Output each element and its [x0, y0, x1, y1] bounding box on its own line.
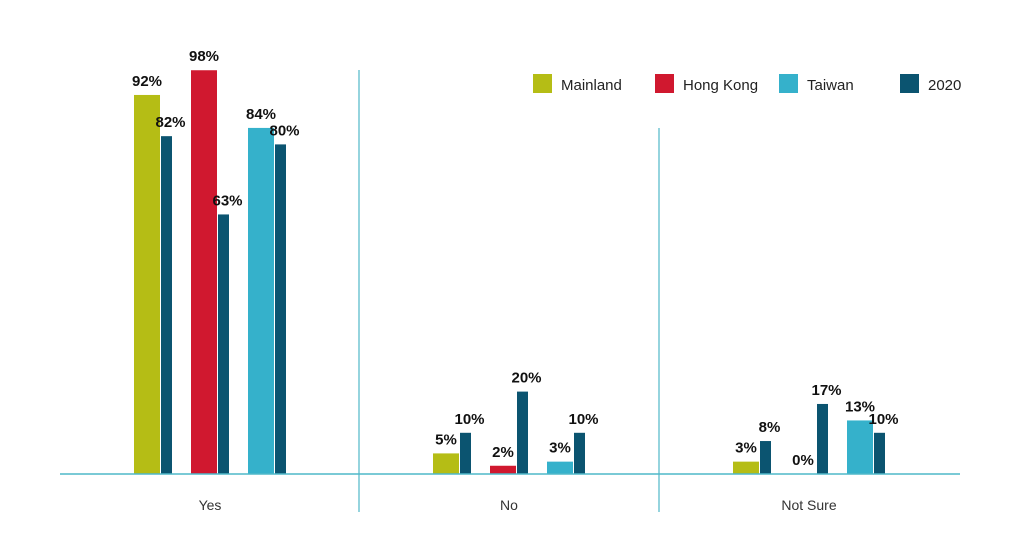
legend-label-2020: 2020 [928, 77, 961, 94]
bar-2020-taiwan-no [574, 432, 585, 474]
data-label-taiwan-not-sure: 13% [845, 398, 875, 415]
bar-hong-kong-no [490, 465, 516, 474]
data-label-2020-taiwan-yes: 80% [269, 122, 299, 139]
bar-taiwan-yes [248, 127, 274, 475]
data-label-2020-hong-kong-no: 20% [511, 370, 541, 387]
legend-label-taiwan: Taiwan [807, 77, 854, 94]
bars [134, 70, 885, 475]
legend: Mainland Hong Kong Taiwan 2020 [533, 74, 961, 94]
bar-mainland-yes [134, 94, 160, 475]
bar-mainland-not-sure [733, 461, 759, 474]
data-label-2020-hong-kong-yes: 63% [212, 192, 242, 209]
bar-taiwan-not-sure [847, 420, 873, 474]
data-label-2020-mainland-yes: 82% [155, 114, 185, 131]
data-label-mainland-no: 5% [435, 431, 457, 448]
data-label-2020-mainland-not-sure: 8% [759, 419, 781, 436]
legend-swatch-mainland [533, 74, 552, 93]
bar-2020-hong-kong-no [517, 391, 528, 474]
legend-label-mainland: Mainland [561, 77, 622, 94]
category-label-yes: Yes [199, 497, 222, 513]
bar-taiwan-no [547, 461, 573, 474]
bar-2020-mainland-yes [161, 136, 172, 474]
category-label-no: No [500, 497, 518, 513]
bar-2020-mainland-not-sure [760, 441, 771, 474]
legend-swatch-taiwan [779, 74, 798, 93]
legend-swatch-hong-kong [655, 74, 674, 93]
data-label-hong-kong-no: 2% [492, 444, 514, 461]
legend-label-hong-kong: Hong Kong [683, 77, 758, 94]
data-label-2020-taiwan-not-sure: 10% [868, 411, 898, 428]
group-separators [358, 70, 660, 512]
data-label-2020-taiwan-no: 10% [568, 411, 598, 428]
value-labels: 92%82%98%63%84%80%5%10%2%20%3%10%3%8%0%1… [132, 48, 899, 469]
legend-swatch-2020 [900, 74, 919, 93]
data-label-2020-hong-kong-not-sure: 17% [811, 382, 841, 399]
data-label-mainland-yes: 92% [132, 73, 162, 90]
bar-2020-taiwan-not-sure [874, 432, 885, 474]
bar-hong-kong-yes [191, 70, 217, 475]
bar-2020-hong-kong-not-sure [817, 403, 828, 474]
category-label-not-sure: Not Sure [781, 497, 836, 513]
category-labels: Yes No Not Sure [199, 497, 837, 513]
bar-mainland-no [433, 453, 459, 474]
data-label-hong-kong-yes: 98% [189, 48, 219, 65]
data-label-taiwan-yes: 84% [246, 106, 276, 123]
data-label-hong-kong-not-sure: 0% [792, 452, 814, 469]
data-label-taiwan-no: 3% [549, 440, 571, 457]
data-label-mainland-not-sure: 3% [735, 440, 757, 457]
data-label-2020-mainland-no: 10% [454, 411, 484, 428]
bar-2020-mainland-no [460, 432, 471, 474]
bar-2020-hong-kong-yes [218, 214, 229, 474]
bar-2020-taiwan-yes [275, 144, 286, 474]
